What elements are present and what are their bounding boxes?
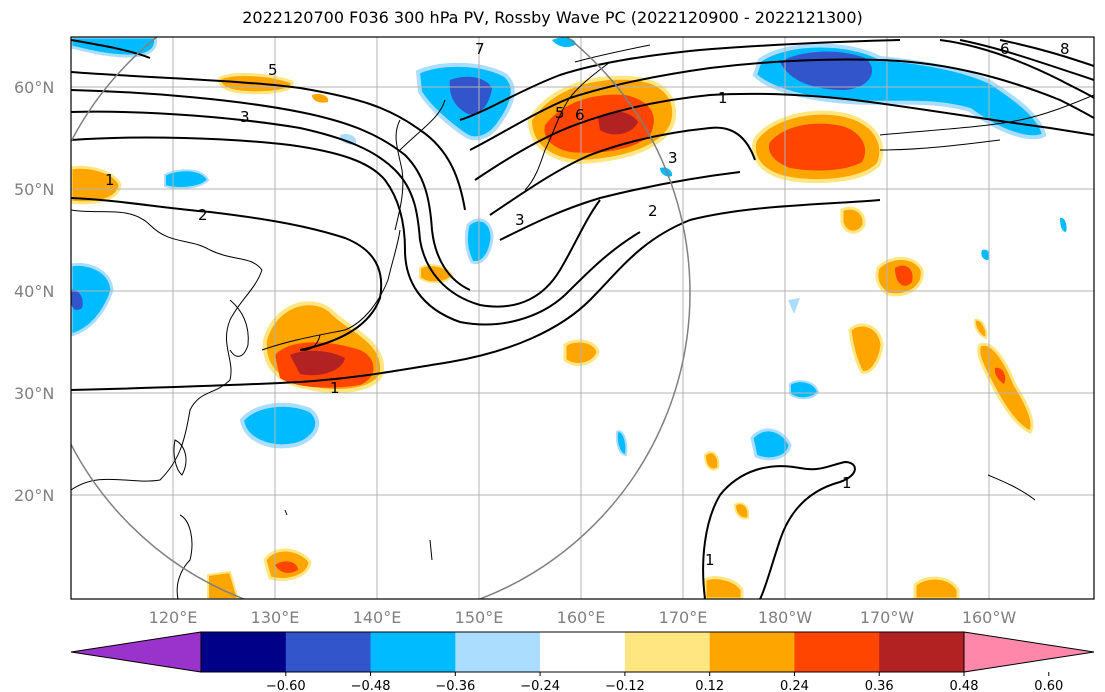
colorbar-extend-low — [70, 631, 202, 673]
pv-contours — [71, 39, 1094, 599]
reference-circle — [71, 37, 691, 599]
lon-label: 130°E — [251, 608, 300, 627]
colorbar-swatch — [540, 632, 626, 672]
colorbar-label: −0.60 — [266, 679, 306, 692]
contour-label: 3 — [240, 108, 250, 126]
contour-label: 1 — [718, 89, 728, 107]
longitude-labels: 120°E 130°E 140°E 150°E 160°E 170°E 180°… — [149, 608, 1017, 627]
contour-label: 6 — [575, 106, 585, 124]
contour-label: 3 — [515, 211, 525, 229]
colorbar-label: −0.36 — [435, 679, 475, 692]
colorbar-swatch — [879, 632, 965, 672]
colorbar: −0.60 −0.48 −0.36 −0.24 −0.12 0.12 0.24 0.36 0.4… — [70, 631, 1095, 692]
colorbar-swatch — [624, 632, 711, 672]
colorbar-outline — [200, 631, 965, 673]
colorbar-swatch — [794, 632, 880, 672]
colorbar-swatch — [201, 632, 287, 672]
graticule — [71, 37, 1094, 599]
contour-label: 5 — [268, 61, 278, 79]
colorbar-label: 0.12 — [695, 679, 724, 692]
colorbar-swatch — [709, 632, 795, 672]
contour-label: 5 — [555, 104, 565, 122]
lon-label: 150°E — [455, 608, 504, 627]
colorbar-label: −0.12 — [605, 679, 645, 692]
lat-label: 40°N — [14, 282, 54, 301]
lon-label: 140°E — [353, 608, 402, 627]
latitude-labels: 60°N 50°N 40°N 30°N 20°N — [14, 78, 54, 505]
coastlines — [71, 44, 1094, 599]
lon-label: 160°E — [557, 608, 606, 627]
contour-label: 1 — [842, 474, 852, 492]
contour-label: 1 — [105, 171, 115, 189]
colorbar-swatch — [370, 632, 456, 672]
colorbar-label: 0.48 — [950, 679, 979, 692]
contour-label: 2 — [198, 206, 208, 224]
contour-label: 8 — [1060, 40, 1070, 58]
lat-label: 20°N — [14, 486, 54, 505]
contour-labels: 5 7 6 8 3 1 5 6 3 1 2 3 2 1 1 1 1 — [105, 40, 1070, 569]
negative-anomaly-shading — [71, 37, 1067, 461]
lat-label: 30°N — [14, 384, 54, 403]
colorbar-label: −0.24 — [520, 679, 560, 692]
lon-label: 120°E — [149, 608, 198, 627]
colorbar-label: 0.60 — [1034, 679, 1063, 692]
colorbar-label: 0.36 — [865, 679, 894, 692]
contour-label: 2 — [648, 202, 658, 220]
colorbar-swatch — [285, 632, 372, 672]
contour-label: 6 — [1000, 40, 1010, 58]
colorbar-swatch — [455, 632, 541, 672]
lon-label: 180°W — [758, 608, 813, 627]
colorbar-label: −0.48 — [351, 679, 391, 692]
contour-label: 1 — [705, 551, 715, 569]
colorbar-extend-high — [963, 631, 1095, 673]
contour-label: 7 — [475, 40, 485, 58]
lon-label: 170°E — [659, 608, 708, 627]
map-title: 2022120700 F036 300 hPa PV, Rossby Wave … — [242, 8, 863, 27]
colorbar-label: 0.24 — [780, 679, 809, 692]
contour-label: 3 — [668, 149, 678, 167]
lon-label: 170°W — [860, 608, 915, 627]
map-frame — [70, 36, 1095, 600]
contour-label: 1 — [330, 379, 340, 397]
lon-label: 160°W — [962, 608, 1017, 627]
lat-label: 60°N — [14, 78, 54, 97]
lat-label: 50°N — [14, 180, 54, 199]
